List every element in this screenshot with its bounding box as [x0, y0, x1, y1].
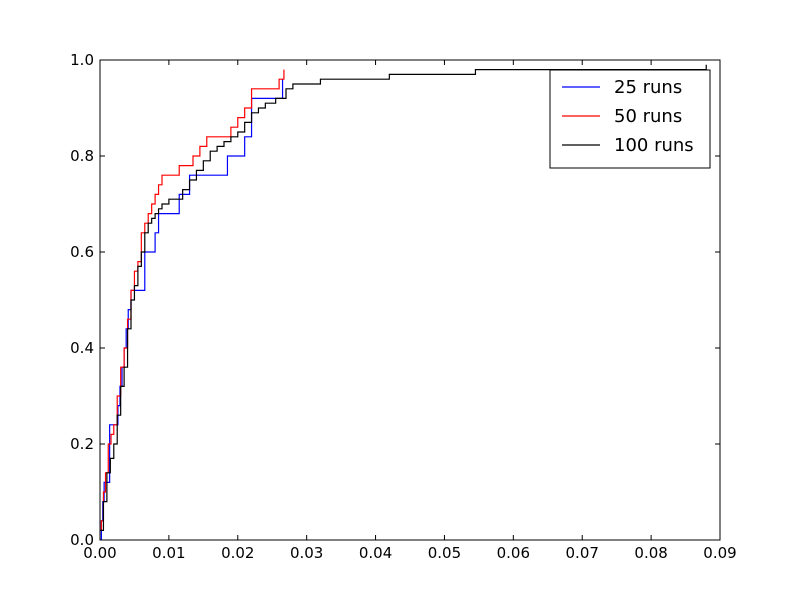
- y-tick-label: 0.4: [70, 339, 94, 357]
- x-tick-label: 0.04: [359, 544, 392, 562]
- x-tick-label: 0.05: [428, 544, 461, 562]
- y-tick-label: 1.0: [70, 51, 94, 69]
- x-tick-label: 0.08: [634, 544, 667, 562]
- series-line-2: [100, 69, 285, 531]
- x-tick-label: 0.09: [703, 544, 736, 562]
- y-tick-label: 0.2: [70, 435, 94, 453]
- series-layer: [100, 64, 707, 540]
- x-tick-label: 0.03: [290, 544, 323, 562]
- x-tick-label: 0.02: [221, 544, 254, 562]
- y-tick-label: 0.0: [70, 531, 94, 549]
- series-line-1: [100, 79, 284, 540]
- legend-label: 100 runs: [614, 135, 694, 156]
- ticks-layer: 0.00 0.01 0.02 0.03 0.04 0.05 0.06 0.07 0.08 0.09…: [70, 51, 737, 562]
- legend: 25 runs 50 runs 100 runs: [549, 69, 711, 169]
- x-tick-label: 0.07: [566, 544, 599, 562]
- series-line-3: [100, 64, 707, 531]
- x-tick-label: 0.01: [152, 544, 185, 562]
- y-tick-label: 0.6: [70, 243, 94, 261]
- y-tick-label: 0.8: [70, 147, 94, 165]
- legend-label: 25 runs: [614, 77, 682, 98]
- legend-label: 50 runs: [614, 106, 682, 127]
- x-tick-label: 0.06: [497, 544, 530, 562]
- legend-box: [549, 69, 711, 169]
- x-tick-label: 0.00: [83, 544, 116, 562]
- plot-area-frame: [99, 59, 721, 541]
